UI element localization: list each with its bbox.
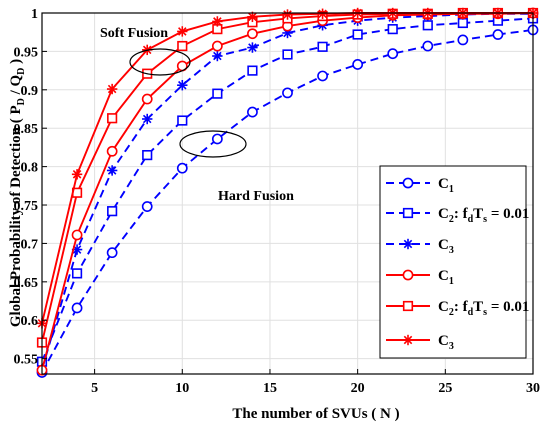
x-tick-label: 20 bbox=[351, 381, 365, 396]
y-tick-label: 0.55 bbox=[14, 353, 39, 368]
data-point-star bbox=[317, 8, 328, 19]
legend-entry: C3 bbox=[386, 237, 454, 256]
data-point-circle bbox=[211, 40, 223, 52]
annotation-soft-fusion-text: Soft Fusion bbox=[100, 26, 168, 41]
data-point-square bbox=[387, 24, 398, 35]
data-point-circle bbox=[282, 87, 293, 99]
data-point-star bbox=[106, 165, 118, 176]
y-axis-label: Global Probability of Detection ( PD / Q… bbox=[8, 59, 27, 327]
data-point-star bbox=[282, 9, 293, 20]
x-tick-label: 25 bbox=[438, 381, 452, 396]
legend-marker-star bbox=[402, 238, 414, 250]
data-point-circle bbox=[422, 40, 434, 52]
y-tick-label: 0.9 bbox=[21, 84, 39, 99]
y-tick-label: 0.8 bbox=[21, 161, 39, 176]
x-tick-label: 30 bbox=[526, 381, 540, 396]
y-tick-label: 0.65 bbox=[14, 276, 39, 291]
legend-label: C1 bbox=[438, 176, 454, 195]
legend-label: C3 bbox=[438, 237, 454, 256]
legend-entry: C3 bbox=[386, 333, 454, 352]
data-point-star bbox=[142, 113, 153, 125]
data-point-square bbox=[142, 149, 153, 161]
legend-marker-circle bbox=[402, 177, 414, 189]
y-tick-label: 0.7 bbox=[21, 237, 39, 252]
y-tick-label: 0.95 bbox=[14, 45, 39, 60]
data-point-circle bbox=[176, 162, 188, 174]
data-point-star bbox=[71, 169, 83, 180]
legend-label: C3 bbox=[438, 333, 454, 352]
series-1-circle-dashed bbox=[36, 24, 539, 378]
tick-labels: 5 10 15 20 25 30 0.55 0.6 0.65 0.7 0.75 0.8 0.85 0.9 0… bbox=[14, 7, 541, 396]
y-tick-label: 0.6 bbox=[21, 314, 39, 329]
data-point-square bbox=[422, 20, 433, 31]
data-point-star bbox=[177, 26, 188, 37]
data-point-circle bbox=[141, 93, 153, 105]
data-point-square bbox=[247, 65, 258, 76]
data-point-circle bbox=[317, 70, 328, 82]
annotation-soft-fusion: Soft Fusion bbox=[100, 26, 191, 76]
legend-marker-star bbox=[402, 334, 414, 346]
data-point-square bbox=[352, 29, 363, 40]
y-tick-label: 0.85 bbox=[14, 122, 39, 137]
data-point-star bbox=[212, 50, 223, 62]
y-tick-label: 0.75 bbox=[14, 199, 39, 214]
legend-entry: C1 bbox=[386, 176, 454, 195]
data-point-circle bbox=[141, 201, 153, 212]
data-point-circle bbox=[352, 59, 364, 70]
data-point-square bbox=[282, 49, 293, 60]
x-tick-label: 5 bbox=[91, 381, 98, 396]
annotation-soft-fusion-ellipse bbox=[129, 48, 191, 76]
data-point-star bbox=[177, 80, 188, 91]
data-point-circle bbox=[106, 247, 118, 259]
data-point-circle bbox=[247, 28, 258, 40]
data-point-square bbox=[107, 206, 118, 217]
plot-frame bbox=[41, 12, 534, 375]
data-point-circle bbox=[457, 34, 469, 46]
legend-label: C2: fdTs = 0.01 bbox=[438, 206, 529, 225]
data-point-circle bbox=[247, 106, 258, 118]
x-tick-label: 15 bbox=[263, 381, 277, 396]
legend-marker-circle bbox=[402, 269, 414, 281]
legend-label: C1 bbox=[438, 268, 454, 287]
y-tick-label: 1 bbox=[31, 7, 38, 22]
data-point-circle bbox=[492, 29, 504, 40]
x-tick-label: 10 bbox=[175, 381, 189, 396]
legend-marker-square bbox=[402, 300, 414, 312]
data-point-star bbox=[106, 83, 118, 95]
data-point-square bbox=[107, 113, 118, 124]
data-point-square bbox=[177, 40, 188, 52]
data-point-star bbox=[212, 16, 223, 27]
data-point-square bbox=[177, 115, 188, 126]
data-point-square bbox=[212, 88, 223, 99]
data-point-square bbox=[457, 17, 468, 29]
legend-marker-square bbox=[402, 207, 414, 219]
data-point-circle bbox=[71, 229, 83, 241]
legend-entry: C2: fdTs = 0.01 bbox=[386, 206, 529, 225]
legend-entry: C1 bbox=[386, 268, 454, 287]
data-point-circle bbox=[106, 145, 118, 157]
data-point-circle bbox=[211, 133, 223, 145]
data-point-square bbox=[71, 268, 83, 279]
annotation-hard-fusion-ellipse bbox=[179, 130, 247, 158]
data-point-square bbox=[317, 41, 328, 52]
annotation-hard-fusion-text: Hard Fusion bbox=[218, 189, 294, 204]
legend-label: C2: fdTs = 0.01 bbox=[438, 299, 529, 318]
annotation-hard-fusion: Hard Fusion bbox=[179, 130, 294, 204]
legend-entry: C2: fdTs = 0.01 bbox=[386, 299, 529, 318]
data-point-circle bbox=[71, 302, 83, 314]
data-point-star bbox=[247, 42, 258, 53]
x-axis-label: The number of SVUs ( N ) bbox=[232, 406, 399, 422]
data-point-circle bbox=[387, 48, 399, 60]
legend: C1 C2: fdTs = 0.01 C3 C1 C2: fdTs = 0.01 C3 bbox=[379, 165, 529, 359]
legend-box bbox=[379, 165, 527, 359]
